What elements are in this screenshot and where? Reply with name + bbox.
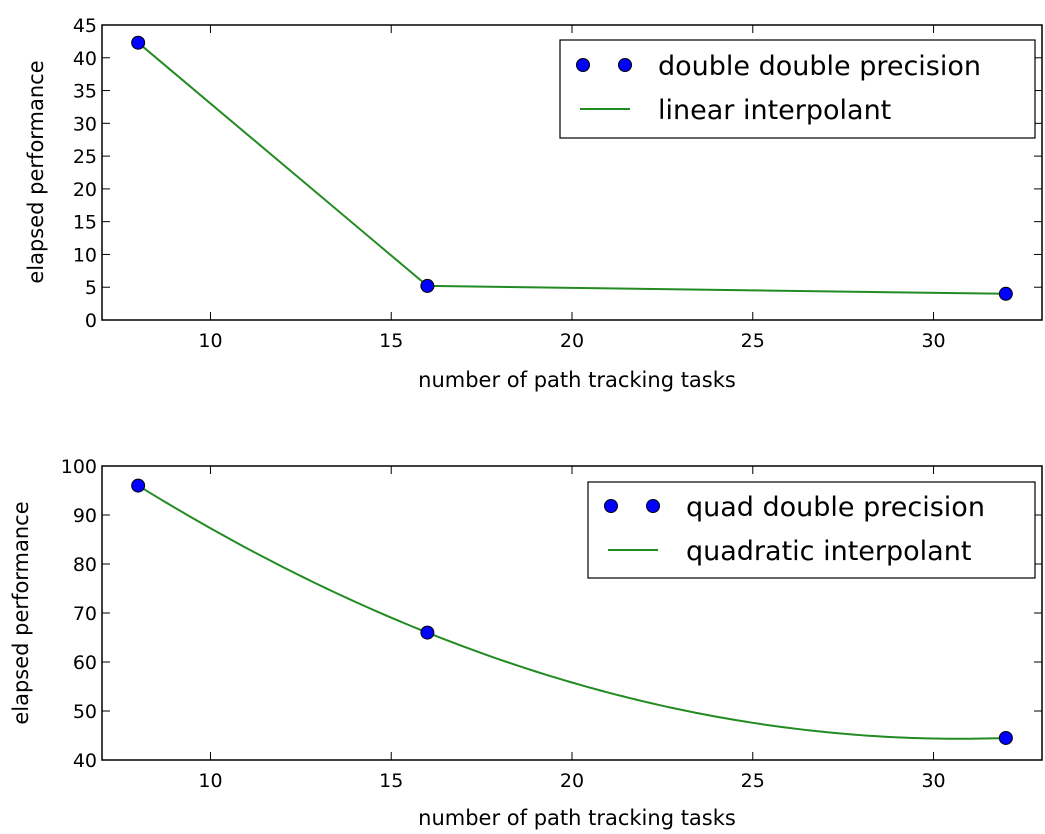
y-ticks-2: 40 50 60 70 80 90 100: [61, 456, 1042, 772]
x-axis-label-2: number of path tracking tasks: [418, 806, 736, 830]
legend-2: quad double precision quadratic interpol…: [587, 481, 1036, 579]
y-tick-label-30: 30: [73, 113, 97, 135]
y-tick-label-60: 60: [73, 652, 97, 674]
x-tick-label-15: 15: [379, 770, 403, 792]
data-point-x8: [131, 478, 146, 493]
legend-label-quadratic-interpolant: quadratic interpolant: [686, 536, 971, 567]
x-tick-label-30: 30: [921, 330, 945, 352]
legend-marker-2b: [646, 499, 660, 513]
data-point-x8: [131, 35, 146, 50]
series-layer-1: [131, 35, 1013, 301]
y-ticks-1: 0 5 10 15 20 25 30 35 40 45: [73, 15, 1042, 332]
y-tick-label-25: 25: [73, 146, 97, 168]
x-tick-label-20: 20: [560, 330, 584, 352]
x-ticks-1: 10 15 20 25 30: [198, 25, 946, 352]
y-axis-label-2: elapsed performance: [9, 501, 33, 724]
data-point-x16: [420, 625, 435, 640]
legend-box-1: [559, 39, 1036, 139]
y-tick-label-20: 20: [73, 179, 97, 201]
y-tick-label-50: 50: [73, 701, 97, 723]
y-axis-label-1: elapsed performance: [24, 60, 48, 283]
legend-box-2: [587, 481, 1036, 579]
legend-label-quad-double: quad double precision: [686, 492, 985, 523]
legend-marker-1b: [618, 58, 632, 72]
x-tick-label-25: 25: [741, 770, 765, 792]
y-tick-label-35: 35: [73, 81, 97, 103]
x-tick-label-10: 10: [198, 330, 222, 352]
legend-label-linear-interpolant: linear interpolant: [658, 95, 891, 126]
y-tick-label-80: 80: [73, 554, 97, 576]
legend-marker-2a: [604, 499, 618, 513]
y-tick-label-45: 45: [73, 15, 97, 37]
y-tick-label-15: 15: [73, 212, 97, 234]
x-axis-label-1: number of path tracking tasks: [418, 368, 736, 392]
legend-1: double double precision linear interpola…: [559, 39, 1036, 139]
y-tick-label-5: 5: [85, 277, 97, 299]
x-tick-label-30: 30: [921, 770, 945, 792]
x-tick-label-10: 10: [198, 770, 222, 792]
legend-label-double-double: double double precision: [658, 51, 981, 82]
legend-marker-1a: [576, 58, 590, 72]
chart-panel-1: 10 15 20 25 30 0 5 10 15 20 25 30 35 40 45 number of …: [24, 15, 1043, 392]
y-tick-label-10: 10: [73, 244, 97, 266]
y-tick-label-90: 90: [73, 505, 97, 527]
y-tick-label-0: 0: [85, 310, 97, 332]
data-point-x32: [998, 730, 1013, 745]
x-tick-label-20: 20: [560, 770, 584, 792]
x-tick-label-25: 25: [741, 330, 765, 352]
data-point-x32: [998, 286, 1013, 301]
y-tick-label-100: 100: [61, 456, 97, 478]
data-point-x16: [420, 278, 435, 293]
y-tick-label-70: 70: [73, 603, 97, 625]
chart-panel-2: 10 15 20 25 30 40 50 60 70 80 90 100 number of pat…: [9, 456, 1043, 830]
series-line-quadratic: [137, 484, 1006, 740]
x-tick-label-15: 15: [379, 330, 403, 352]
series-layer-2: [131, 478, 1013, 745]
y-tick-label-40: 40: [73, 750, 97, 772]
x-ticks-2: 10 15 20 25 30: [198, 466, 946, 792]
y-tick-label-40: 40: [73, 48, 97, 70]
